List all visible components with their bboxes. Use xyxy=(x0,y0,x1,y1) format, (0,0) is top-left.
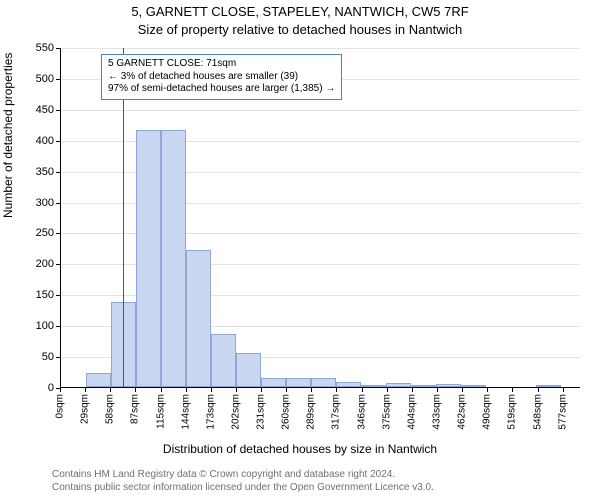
y-axis-ticks: 050100150200250300350400450500550 xyxy=(0,48,60,388)
x-tick-label: 202sqm xyxy=(230,394,241,430)
x-tick-label: 375sqm xyxy=(381,394,392,430)
y-tick-label: 550 xyxy=(36,42,54,54)
histogram-bar xyxy=(136,130,160,387)
x-tick-label: 87sqm xyxy=(130,394,141,424)
footer-line-1: Contains HM Land Registry data © Crown c… xyxy=(52,469,434,482)
x-tick-mark xyxy=(362,388,363,392)
x-tick-mark xyxy=(311,388,312,392)
x-tick-mark xyxy=(261,388,262,392)
histogram-bar xyxy=(461,385,485,387)
gridline xyxy=(61,48,580,49)
y-tick-label: 300 xyxy=(36,197,54,209)
histogram-bar xyxy=(386,383,411,387)
x-tick-label: 289sqm xyxy=(306,394,317,430)
x-tick-mark xyxy=(336,388,337,392)
y-tick-label: 150 xyxy=(36,289,54,301)
x-tick-mark xyxy=(211,388,212,392)
x-tick-mark xyxy=(538,388,539,392)
x-axis-ticks: 0sqm29sqm58sqm87sqm115sqm144sqm173sqm202… xyxy=(60,388,580,448)
chart-plot: 5 GARNETT CLOSE: 71sqm← 3% of detached h… xyxy=(60,48,580,388)
histogram-bar xyxy=(186,250,211,387)
annotation-line: 5 GARNETT CLOSE: 71sqm xyxy=(108,58,335,71)
x-tick-mark xyxy=(387,388,388,392)
histogram-bar xyxy=(361,385,386,387)
x-tick-mark xyxy=(437,388,438,392)
x-tick-label: 548sqm xyxy=(532,394,543,430)
histogram-bar xyxy=(211,334,236,387)
x-tick-mark xyxy=(236,388,237,392)
x-tick-mark xyxy=(563,388,564,392)
x-tick-label: 317sqm xyxy=(331,394,342,430)
x-tick-label: 29sqm xyxy=(80,394,91,424)
x-tick-label: 173sqm xyxy=(205,394,216,430)
chart-footer: Contains HM Land Registry data © Crown c… xyxy=(52,469,434,494)
x-tick-label: 58sqm xyxy=(105,394,116,424)
x-tick-mark xyxy=(85,388,86,392)
x-tick-mark xyxy=(512,388,513,392)
gridline xyxy=(61,110,580,111)
x-axis-label: Distribution of detached houses by size … xyxy=(0,442,600,456)
y-tick-label: 0 xyxy=(48,382,54,394)
histogram-bar xyxy=(111,302,136,387)
y-tick-label: 100 xyxy=(36,320,54,332)
annotation-line: 97% of semi-detached houses are larger (… xyxy=(108,83,335,96)
x-tick-mark xyxy=(186,388,187,392)
histogram-bar xyxy=(286,378,311,387)
y-tick-label: 400 xyxy=(36,135,54,147)
x-tick-mark xyxy=(110,388,111,392)
x-tick-mark xyxy=(487,388,488,392)
x-tick-label: 0sqm xyxy=(55,394,66,418)
histogram-bar xyxy=(536,385,561,387)
y-tick-label: 50 xyxy=(42,351,54,363)
x-tick-label: 144sqm xyxy=(180,394,191,430)
x-tick-mark xyxy=(412,388,413,392)
x-tick-mark xyxy=(286,388,287,392)
x-tick-mark xyxy=(135,388,136,392)
histogram-bar xyxy=(86,373,111,387)
y-tick-label: 200 xyxy=(36,258,54,270)
x-tick-mark xyxy=(462,388,463,392)
x-tick-label: 115sqm xyxy=(155,394,166,429)
annotation-line: ← 3% of detached houses are smaller (39) xyxy=(108,71,335,84)
x-tick-mark xyxy=(161,388,162,392)
x-tick-mark xyxy=(60,388,61,392)
x-tick-label: 404sqm xyxy=(406,394,417,430)
x-tick-label: 346sqm xyxy=(356,394,367,430)
histogram-bar xyxy=(161,130,186,387)
annotation-box: 5 GARNETT CLOSE: 71sqm← 3% of detached h… xyxy=(101,54,342,100)
x-tick-label: 462sqm xyxy=(457,394,468,430)
chart-subtitle: Size of property relative to detached ho… xyxy=(0,22,600,37)
x-tick-label: 577sqm xyxy=(557,394,568,430)
y-tick-label: 350 xyxy=(36,166,54,178)
histogram-bar xyxy=(336,382,361,387)
x-tick-label: 231sqm xyxy=(256,394,267,430)
y-tick-label: 450 xyxy=(36,104,54,116)
histogram-bar xyxy=(311,378,335,387)
x-tick-label: 433sqm xyxy=(432,394,443,430)
y-tick-label: 250 xyxy=(36,227,54,239)
x-tick-label: 260sqm xyxy=(281,394,292,430)
histogram-bar xyxy=(261,378,286,387)
histogram-bar xyxy=(236,353,261,387)
footer-line-2: Contains public sector information licen… xyxy=(52,482,434,495)
chart-title: 5, GARNETT CLOSE, STAPELEY, NANTWICH, CW… xyxy=(0,4,600,19)
x-tick-label: 490sqm xyxy=(482,394,493,430)
histogram-bar xyxy=(436,384,461,387)
x-tick-label: 519sqm xyxy=(507,394,518,430)
histogram-bar xyxy=(411,385,436,387)
y-tick-label: 500 xyxy=(36,73,54,85)
